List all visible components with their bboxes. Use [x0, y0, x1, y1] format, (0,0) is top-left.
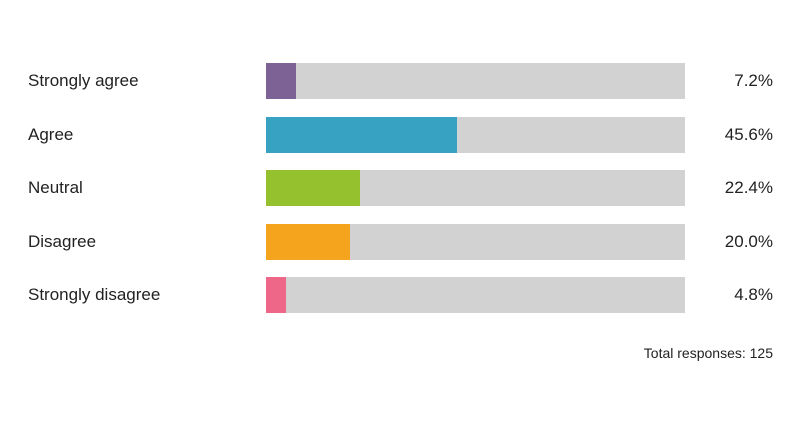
bar-row: Strongly agree 7.2%: [0, 63, 800, 99]
value-label: 22.4%: [724, 178, 773, 197]
bar-track: [266, 223, 685, 260]
bar: [266, 277, 287, 313]
value-label: 45.6%: [724, 124, 773, 144]
value-label: 7.2%: [734, 71, 773, 90]
bar: [266, 63, 297, 99]
bar-track: [266, 116, 685, 153]
category-label: Agree: [28, 124, 74, 144]
bar-track: [266, 170, 685, 206]
bar-row: Agree 45.6%: [0, 116, 800, 153]
bar: [266, 223, 350, 260]
bar-row: Disagree 20.0%: [0, 223, 800, 260]
bar: [266, 116, 458, 153]
total-responses: Total responses: 125: [643, 345, 773, 361]
category-label: Neutral: [28, 178, 83, 197]
bar-track: [266, 63, 685, 99]
bar-row: Strongly disagree 4.8%: [0, 277, 800, 313]
value-label: 4.8%: [734, 285, 773, 304]
bar-row: Neutral 22.4%: [0, 170, 800, 206]
category-label: Strongly agree: [28, 71, 139, 90]
bar: [266, 170, 360, 206]
category-label: Strongly disagree: [28, 285, 161, 304]
category-label: Disagree: [28, 231, 97, 251]
bar-track: [266, 277, 685, 313]
value-label: 20.0%: [724, 231, 773, 251]
